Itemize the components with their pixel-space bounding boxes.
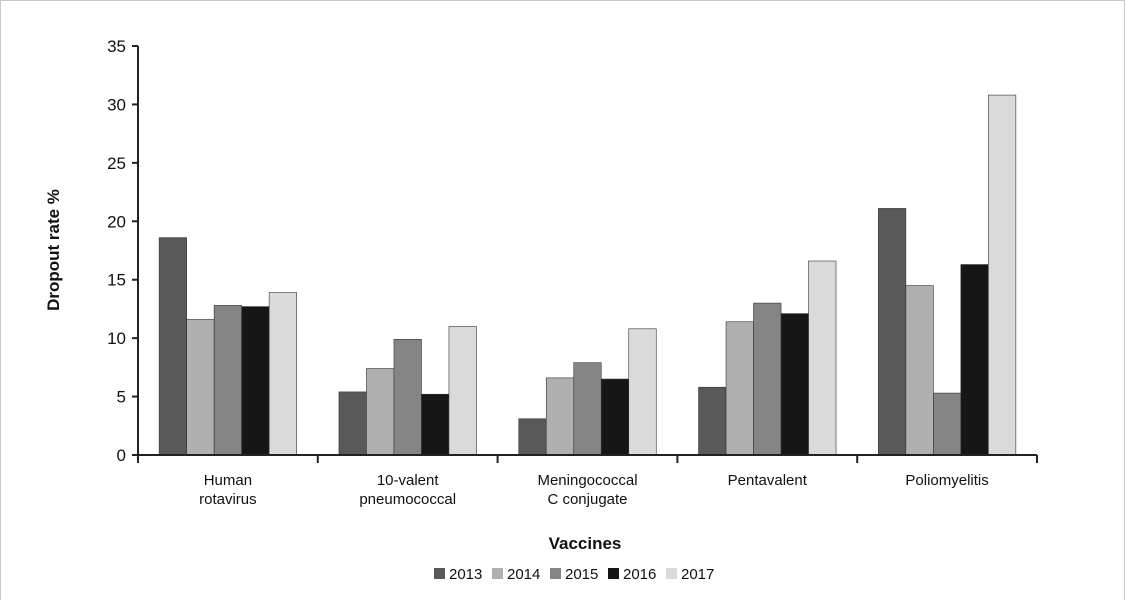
category-label: Human rotavirus	[199, 472, 257, 508]
legend-swatch	[608, 568, 619, 579]
legend-label: 2014	[507, 566, 540, 583]
legend-label: 2015	[565, 566, 598, 583]
bar-2014-1	[366, 368, 395, 456]
bar-2013-0	[158, 237, 187, 456]
y-tick-label: 5	[117, 388, 126, 407]
legend-item-2015: 2015	[550, 566, 598, 583]
legend-swatch	[434, 568, 445, 579]
legend-swatch	[550, 568, 561, 579]
legend-label: 2017	[681, 566, 714, 583]
legend-label: 2013	[449, 566, 482, 583]
y-tick-label: 25	[107, 154, 126, 173]
bar-2013-1	[338, 391, 367, 456]
bar-2014-3	[725, 321, 754, 456]
bar-2016-2	[600, 378, 630, 456]
bar-2014-4	[905, 285, 934, 456]
bar-2013-2	[518, 418, 547, 456]
bar-2017-4	[988, 94, 1017, 456]
bar-2015-3	[753, 302, 782, 456]
y-tick-label: 10	[107, 329, 126, 348]
bar-2016-1	[421, 393, 450, 456]
y-tick-label: 35	[107, 37, 126, 56]
legend: 2013 2014 2015 2016 2017	[434, 566, 714, 583]
legend-swatch	[666, 568, 677, 579]
bar-2017-0	[268, 292, 297, 456]
bar-2017-3	[808, 260, 837, 456]
y-tick-label: 0	[117, 446, 126, 465]
bar-2017-1	[448, 326, 477, 456]
axes-layer: 0 5 10 15 20 25 30 35 Human rotavirus 10-valent pne…	[107, 37, 1038, 508]
y-tick-label: 15	[107, 271, 126, 290]
bar-2013-3	[698, 386, 727, 456]
legend-swatch	[492, 568, 503, 579]
category-label: Pentavalent	[728, 472, 808, 489]
y-axis-title: Dropout rate %	[44, 189, 63, 311]
legend-item-2014: 2014	[492, 566, 540, 583]
bar-2015-0	[213, 305, 242, 456]
category-label: Poliomyelitis	[905, 472, 988, 489]
bar-2016-4	[960, 264, 989, 456]
legend-item-2017: 2017	[666, 566, 714, 583]
legend-item-2013: 2013	[434, 566, 482, 583]
category-label: 10-valent pneumococcal	[359, 472, 456, 508]
category-label: Meningococcal C conjugate	[537, 472, 637, 508]
legend-label: 2016	[623, 566, 656, 583]
bar-2013-4	[878, 208, 907, 456]
x-axis-title: Vaccines	[549, 534, 622, 553]
bar-2015-4	[933, 392, 962, 456]
y-tick-label: 30	[107, 95, 126, 114]
bar-2015-2	[573, 362, 602, 456]
bar-2016-0	[241, 306, 270, 456]
legend-item-2016: 2016	[608, 566, 656, 583]
bar-2014-0	[186, 319, 215, 456]
y-tick-label: 20	[107, 212, 126, 231]
bar-2017-2	[628, 328, 657, 456]
bar-2016-3	[780, 313, 809, 456]
bars-layer	[158, 94, 1017, 456]
bar-2014-2	[545, 377, 575, 456]
bar-2015-1	[393, 339, 422, 456]
